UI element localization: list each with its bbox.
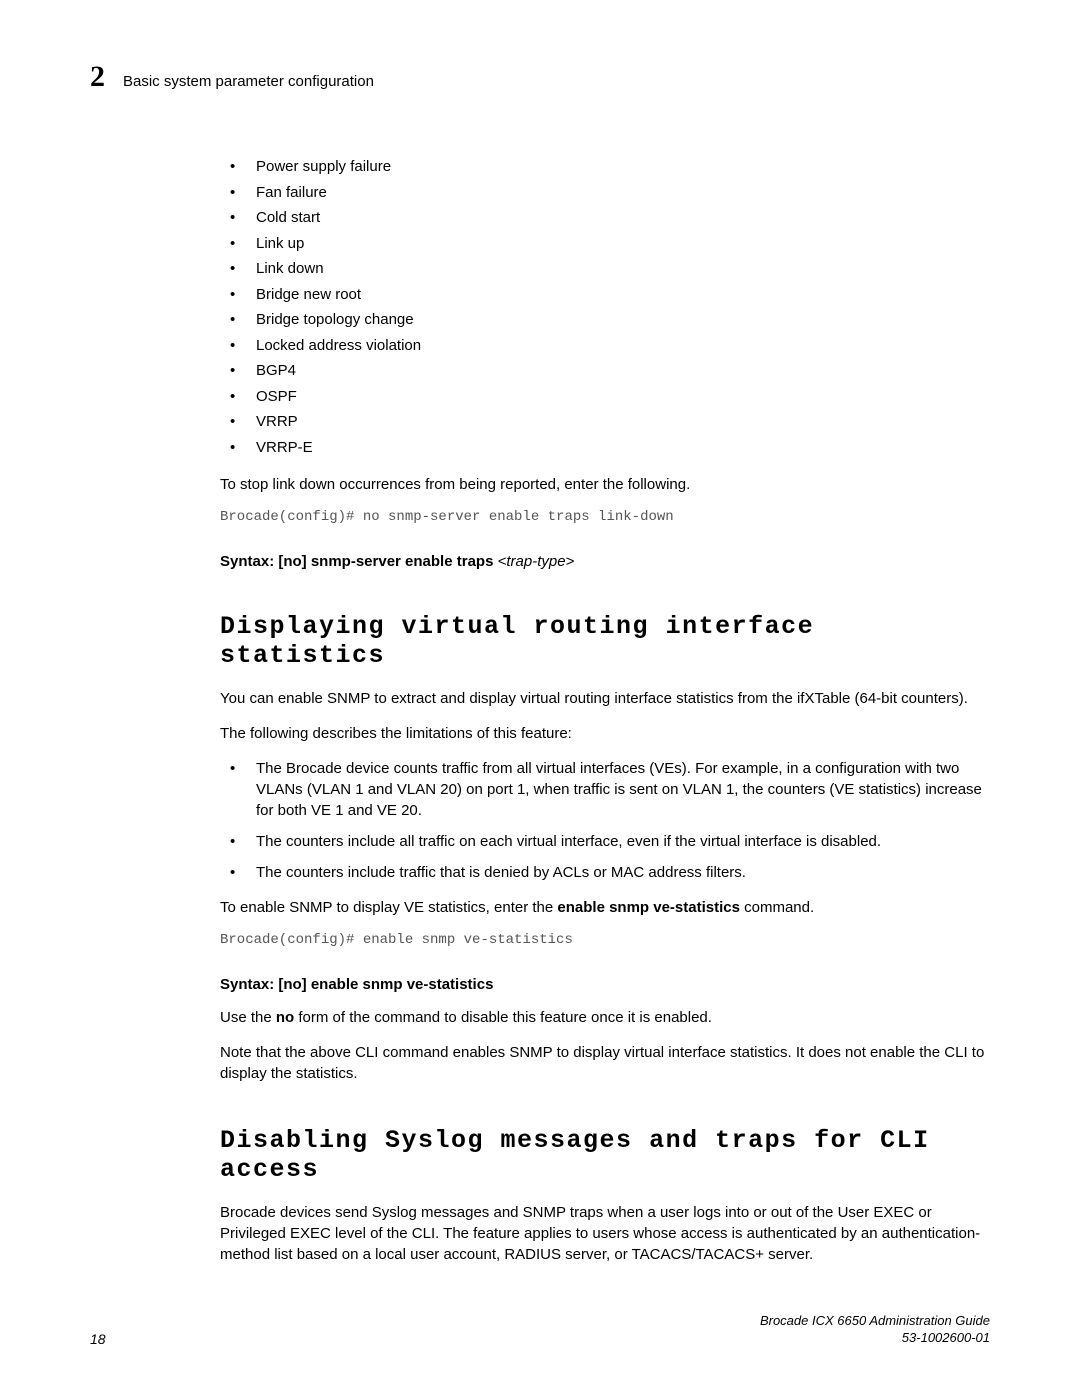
guide-title: Brocade ICX 6650 Administration Guide (760, 1313, 990, 1330)
paragraph: Note that the above CLI command enables … (220, 1042, 990, 1084)
list-item: Cold start (220, 205, 990, 231)
page-number: 18 (90, 1331, 106, 1347)
list-item: OSPF (220, 384, 990, 410)
paragraph: The following describes the limitations … (220, 723, 990, 744)
paragraph: You can enable SNMP to extract and displ… (220, 688, 990, 709)
paragraph: Use the no form of the command to disabl… (220, 1007, 990, 1028)
syntax-line: Syntax: [no] snmp-server enable traps <t… (220, 553, 990, 570)
list-item: The Brocade device counts traffic from a… (220, 758, 990, 821)
code-block: Brocade(config)# enable snmp ve-statisti… (220, 932, 990, 948)
list-item: Bridge topology change (220, 307, 990, 333)
list-item: The counters include all traffic on each… (220, 831, 990, 852)
list-item: VRRP (220, 409, 990, 435)
list-item: Bridge new root (220, 282, 990, 308)
section-heading: Disabling Syslog messages and traps for … (220, 1126, 990, 1184)
document-number: 53-1002600-01 (760, 1330, 990, 1347)
text-fragment: form of the command to disable this feat… (294, 1009, 712, 1026)
list-item: Link up (220, 231, 990, 257)
chapter-title: Basic system parameter configuration (123, 73, 374, 90)
trap-type-list: Power supply failure Fan failure Cold st… (220, 154, 990, 460)
syntax-line: Syntax: [no] enable snmp ve-statistics (220, 976, 990, 993)
text-fragment: To enable SNMP to display VE statistics,… (220, 899, 557, 916)
list-item: The counters include traffic that is den… (220, 862, 990, 883)
page-header: 2 Basic system parameter configuration (90, 60, 990, 94)
text-fragment: Use the (220, 1009, 276, 1026)
paragraph: To enable SNMP to display VE statistics,… (220, 897, 990, 918)
list-item: Link down (220, 256, 990, 282)
list-item: Fan failure (220, 180, 990, 206)
paragraph: Brocade devices send Syslog messages and… (220, 1202, 990, 1265)
command-name: enable snmp ve-statistics (557, 899, 740, 916)
document-info: Brocade ICX 6650 Administration Guide 53… (760, 1313, 990, 1347)
page-footer: 18 Brocade ICX 6650 Administration Guide… (90, 1313, 990, 1347)
text-fragment: command. (740, 899, 814, 916)
stop-paragraph: To stop link down occurrences from being… (220, 474, 990, 495)
syntax-variable: <trap-type> (498, 553, 575, 570)
chapter-number: 2 (90, 60, 105, 94)
syntax-prefix: Syntax: [no] snmp-server enable traps (220, 553, 498, 570)
keyword: no (276, 1009, 294, 1026)
limitations-list: The Brocade device counts traffic from a… (220, 758, 990, 883)
code-block: Brocade(config)# no snmp-server enable t… (220, 509, 990, 525)
list-item: VRRP-E (220, 435, 990, 461)
section-heading: Displaying virtual routing interface sta… (220, 612, 990, 670)
list-item: Power supply failure (220, 154, 990, 180)
page-content: Power supply failure Fan failure Cold st… (220, 154, 990, 1265)
list-item: BGP4 (220, 358, 990, 384)
list-item: Locked address violation (220, 333, 990, 359)
